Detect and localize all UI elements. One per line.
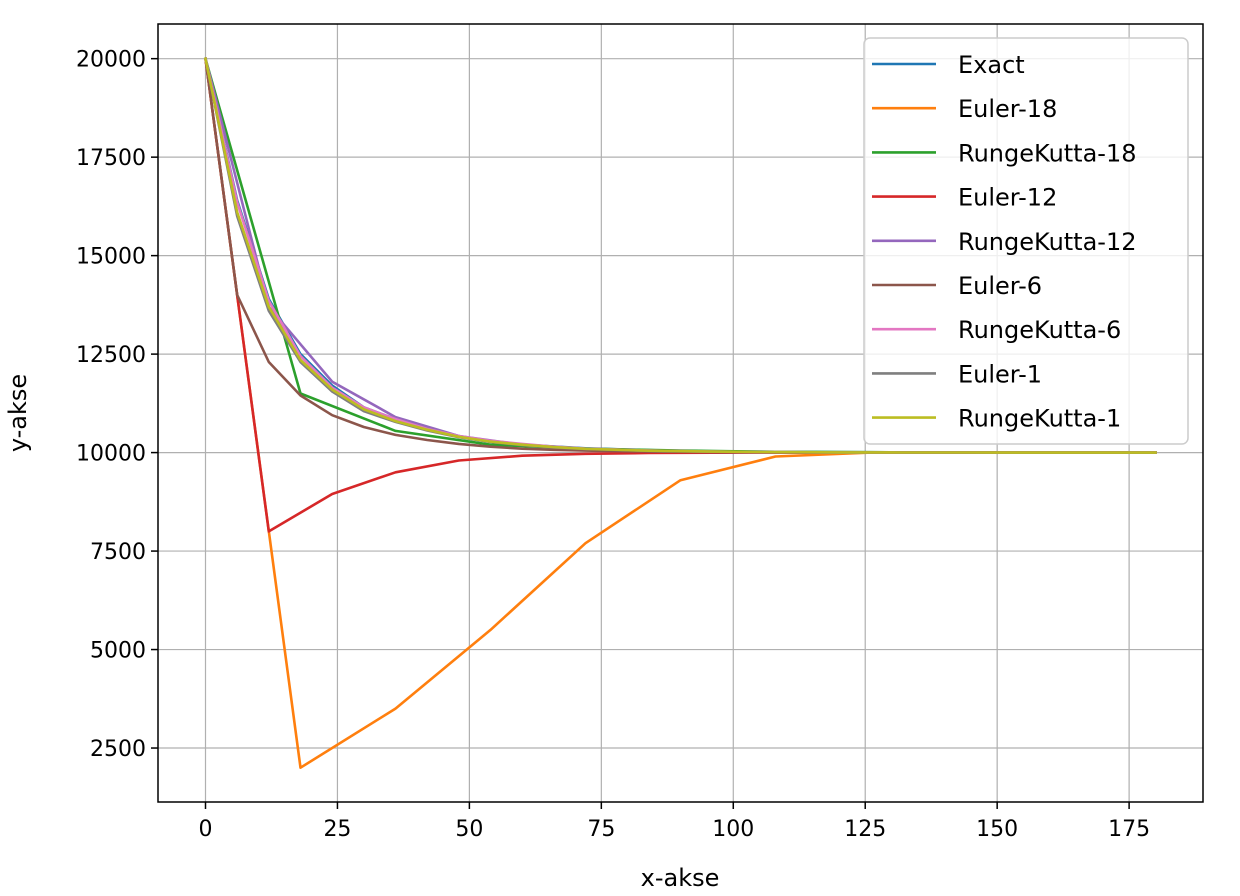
y-tick-label: 12500 xyxy=(76,343,146,368)
x-axis-ticks: 0 25 50 75 100 125 150 175 xyxy=(199,802,1150,842)
x-tick-label: 25 xyxy=(323,817,351,842)
y-tick-label: 5000 xyxy=(90,639,146,664)
legend-label: RungeKutta-1 xyxy=(958,405,1121,433)
y-axis-ticks: 2500 5000 7500 10000 12500 15000 17500 20000 xyxy=(76,48,158,762)
legend-label: Euler-12 xyxy=(958,184,1057,212)
x-axis-title: x-akse xyxy=(641,864,720,892)
series-lines xyxy=(203,57,1157,770)
x-tick-label: 175 xyxy=(1108,817,1150,842)
y-axis-title: y-akse xyxy=(4,374,32,452)
x-tick-label: 50 xyxy=(455,817,483,842)
y-tick-label: 2500 xyxy=(90,737,146,762)
legend-label: RungeKutta-6 xyxy=(958,316,1121,344)
legend-label: Exact xyxy=(958,51,1025,79)
legend-box xyxy=(863,37,1189,445)
y-tick-label: 15000 xyxy=(76,245,146,270)
y-tick-label: 20000 xyxy=(76,48,146,73)
legend-label: Euler-1 xyxy=(958,360,1042,388)
plot-frame xyxy=(157,23,1204,803)
x-tick-label: 100 xyxy=(712,817,754,842)
legend-label: Euler-18 xyxy=(958,95,1057,123)
y-tick-label: 10000 xyxy=(76,442,146,467)
x-tick-label: 75 xyxy=(587,817,615,842)
y-tick-label: 17500 xyxy=(76,146,146,171)
x-tick-label: 150 xyxy=(976,817,1018,842)
y-tick-label: 7500 xyxy=(90,540,146,565)
legend: Exact Euler-18 RungeKutta-18 Euler-12 RungeK… xyxy=(863,37,1189,445)
series-line-rungekutta-1 xyxy=(203,57,1157,454)
legend-label: Euler-6 xyxy=(958,272,1042,300)
x-tick-label: 0 xyxy=(199,817,213,842)
legend-label: RungeKutta-12 xyxy=(958,228,1137,256)
legend-label: RungeKutta-18 xyxy=(958,139,1137,167)
x-tick-label: 125 xyxy=(844,817,886,842)
